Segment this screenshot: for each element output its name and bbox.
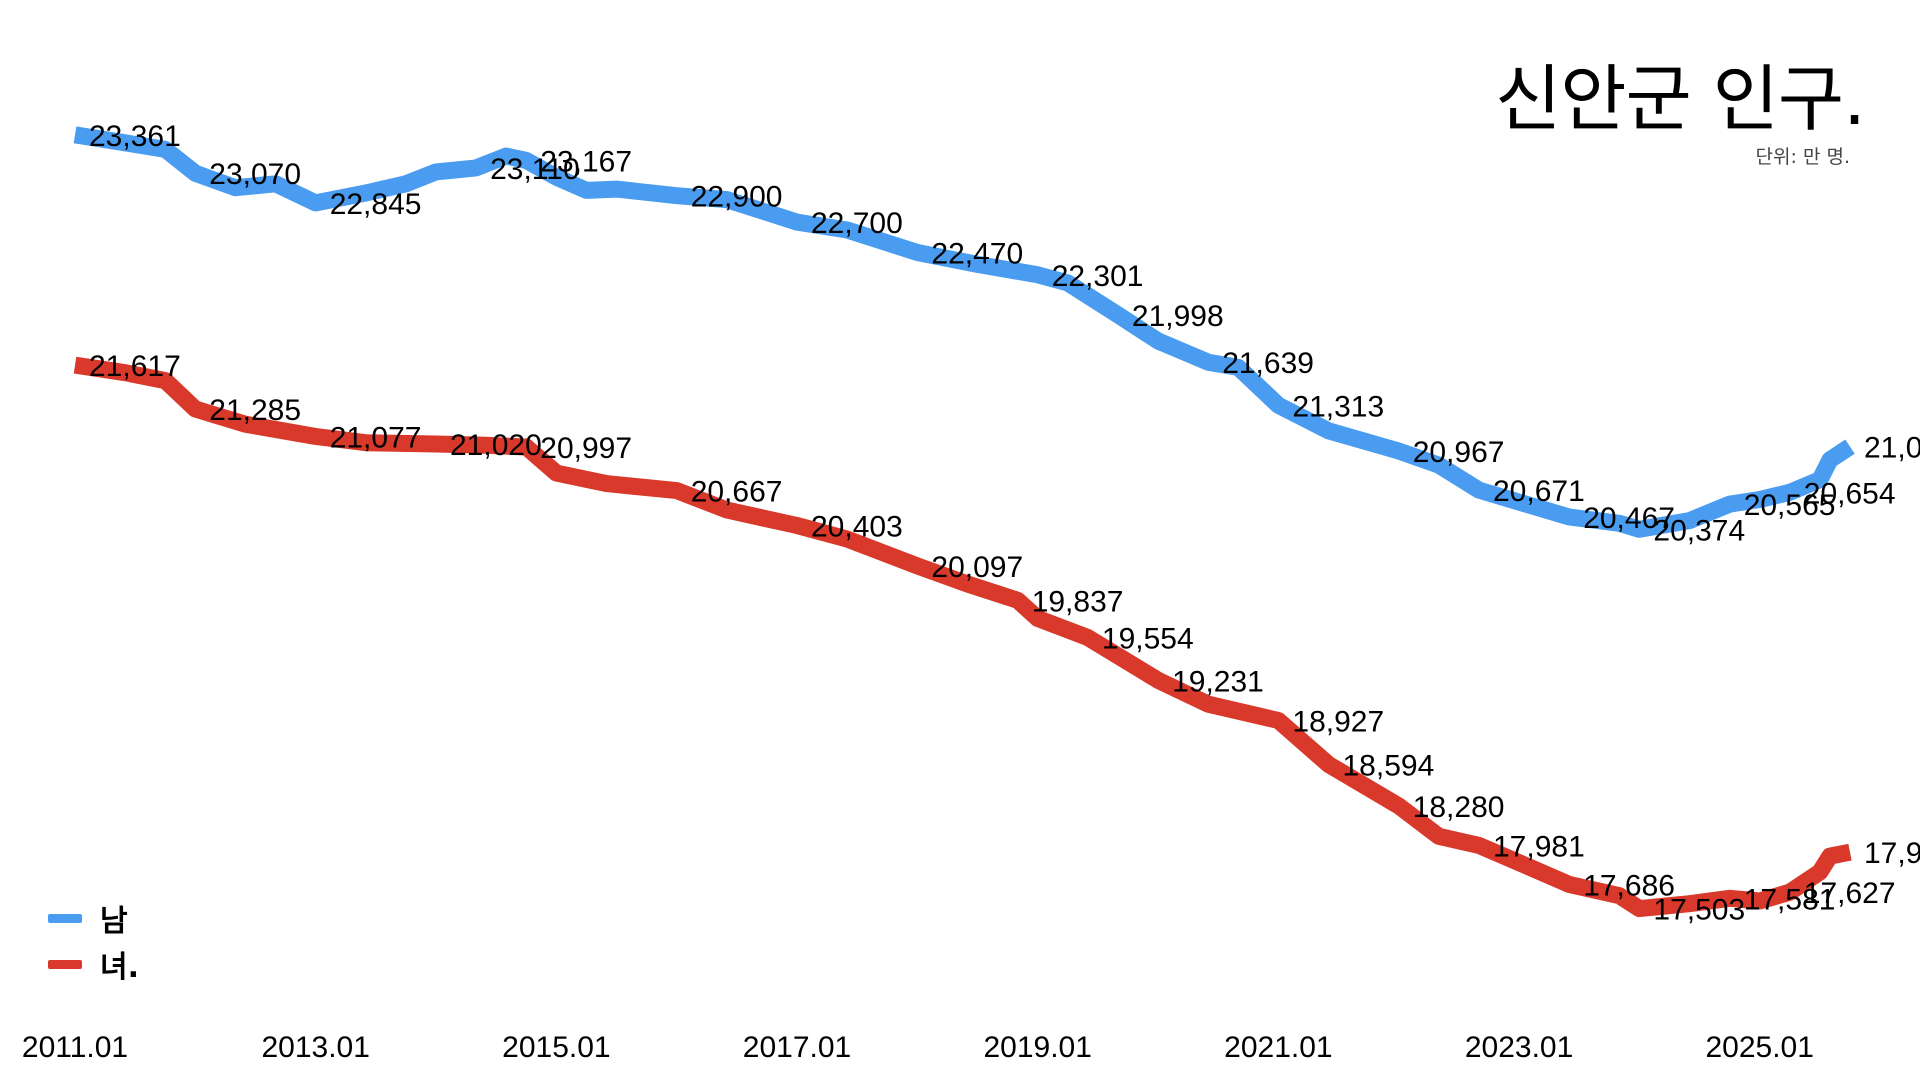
data-label-male: 22,845: [330, 188, 422, 221]
x-tick-label: 2019.01: [983, 1031, 1091, 1064]
data-label-female: 20,097: [931, 551, 1023, 584]
data-label-male: 23,361: [89, 120, 181, 153]
data-label-female: 21,617: [89, 350, 181, 383]
data-label-male: 23,070: [209, 158, 301, 191]
x-tick-label: 2017.01: [743, 1031, 851, 1064]
data-label-female: 17,686: [1583, 869, 1675, 902]
x-axis: 2011.01 2013.01 2015.01 2017.01 2019.01 2021.…: [22, 1031, 1814, 1064]
data-label-male: 22,700: [811, 207, 903, 240]
x-tick-label: 2015.01: [502, 1031, 610, 1064]
data-label-female: 21,020: [450, 429, 542, 462]
legend: 남 녀.: [48, 895, 139, 987]
data-label-male: 20,565: [1744, 489, 1836, 522]
data-label-female: 17,981: [1493, 830, 1585, 863]
legend-swatch-male: [48, 913, 82, 923]
data-label-female: 17,581: [1744, 883, 1836, 916]
data-label-female: 19,554: [1102, 623, 1194, 656]
data-label-female: 20,997: [540, 432, 632, 465]
data-label-male: 20,967: [1413, 436, 1505, 469]
legend-item-male: 남: [48, 895, 139, 941]
data-label-female: 17,627: [1804, 877, 1896, 910]
data-label-female: 19,231: [1172, 665, 1264, 698]
data-label-male: 23,110: [490, 153, 580, 186]
series-line-female: [73, 356, 1852, 918]
data-label-female: 20,403: [811, 511, 903, 544]
unit-label: 단위: 만 명.: [1755, 146, 1850, 168]
data-label-male: 22,900: [691, 181, 783, 214]
data-label-female: 18,594: [1343, 749, 1435, 782]
data-label-male: 22,470: [931, 238, 1023, 271]
data-label-male: 20,374: [1653, 514, 1745, 547]
data-label-male: 20,654: [1804, 477, 1896, 510]
x-tick-label: 2023.01: [1465, 1031, 1573, 1064]
data-label-female: 20,667: [691, 476, 783, 509]
data-label-male: 21,998: [1132, 300, 1224, 333]
legend-label-female: 녀.: [100, 950, 139, 985]
data-label-male: 20,467: [1583, 502, 1675, 535]
data-label-male: 22,301: [1052, 260, 1144, 293]
data-label-female: 21,077: [330, 422, 422, 455]
data-label-female: 18,280: [1413, 791, 1505, 824]
legend-swatch-female: [48, 959, 82, 969]
legend-label-male: 남: [100, 904, 128, 939]
x-tick-label: 2021.01: [1224, 1031, 1332, 1064]
data-label-female: 18,927: [1292, 706, 1384, 739]
data-label-male: 21,313: [1292, 390, 1384, 423]
chart-title: 신안군 인구.: [1495, 57, 1866, 141]
data-label-female: 17,503: [1653, 894, 1745, 927]
data-label-female: 17,930: [1864, 837, 1920, 870]
data-label-male: 20,671: [1493, 475, 1585, 508]
data-label-female: 19,837: [1032, 585, 1124, 618]
series-layer: [73, 126, 1855, 918]
x-tick-label: 2013.01: [261, 1031, 369, 1064]
data-label-male: 23,167: [540, 145, 632, 178]
series-line-male: [73, 126, 1855, 538]
x-tick-label: 2011.01: [22, 1031, 128, 1064]
data-label-female: 21,285: [209, 394, 301, 427]
data-label-male: 21,000: [1864, 432, 1920, 465]
x-tick-label: 2025.01: [1705, 1031, 1813, 1064]
data-label-male: 21,639: [1222, 347, 1314, 380]
legend-item-female: 녀.: [48, 941, 139, 987]
